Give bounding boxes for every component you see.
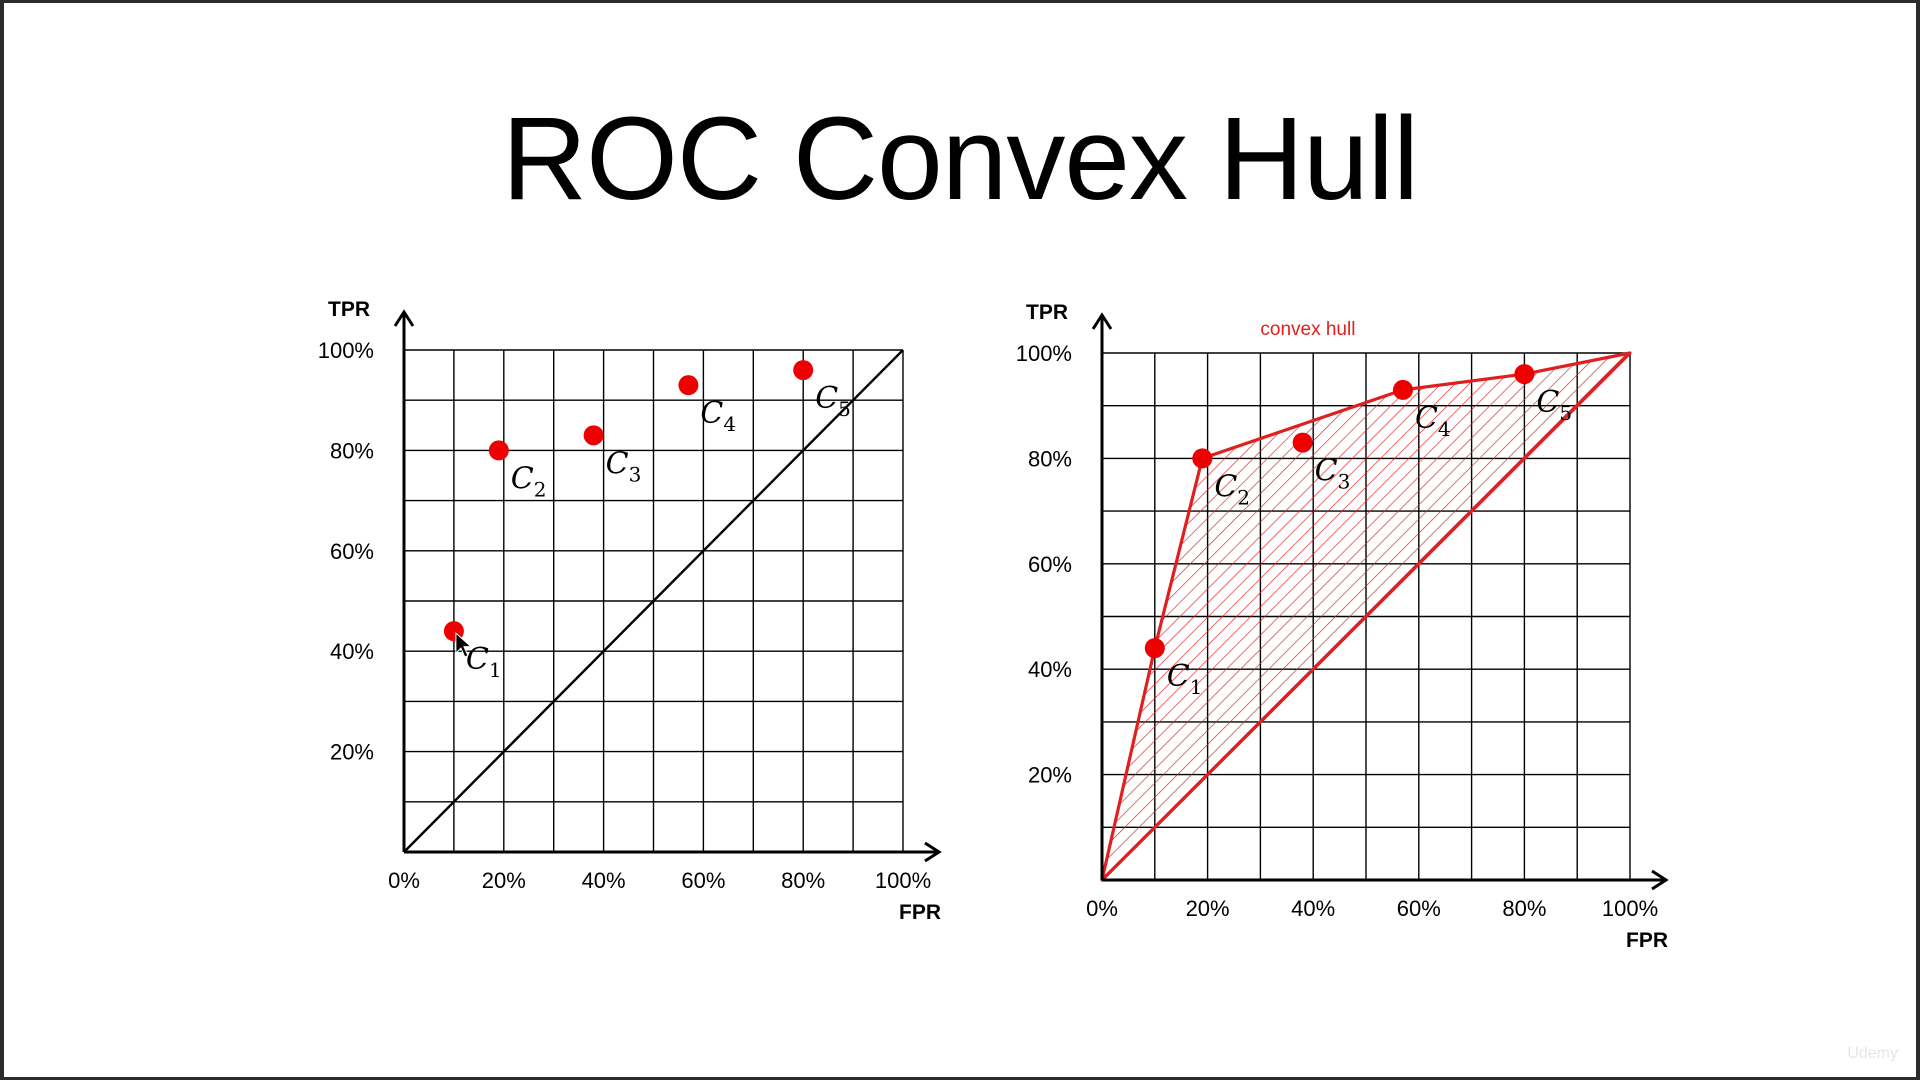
classifier-point: [793, 360, 814, 381]
classifier-point: [1292, 432, 1313, 453]
classifier-label-subscript: 2: [534, 477, 547, 501]
y-tick-label: 40%: [1028, 657, 1072, 682]
mouse-cursor-icon: [455, 631, 473, 658]
classifier-point: [1514, 364, 1535, 385]
y-tick-label: 60%: [1028, 552, 1072, 577]
slide-title: ROC Convex Hull: [501, 93, 1419, 225]
y-tick-label: 100%: [1016, 341, 1072, 366]
convex-hull-annotation: convex hull: [1260, 319, 1355, 340]
x-axis-title: FPR: [1626, 929, 1668, 952]
y-tick-label: 40%: [330, 639, 374, 664]
x-axis-arrow-icon: [924, 841, 942, 863]
y-axis-title: TPR: [328, 298, 370, 321]
x-tick-label: 100%: [1602, 896, 1658, 921]
x-tick-label: 0%: [1086, 896, 1118, 921]
classifier-label-subscript: 1: [489, 658, 502, 682]
classifier-label-subscript: 2: [1237, 485, 1250, 509]
classifier-point: [1192, 448, 1213, 469]
classifier-label-subscript: 5: [1559, 401, 1572, 425]
watermark-logo: Udemy: [1847, 1045, 1898, 1062]
x-tick-label: 80%: [1502, 896, 1546, 921]
y-axis-arrow-icon: [1091, 312, 1113, 330]
random-classifier-diagonal: [403, 349, 904, 853]
y-tick-label: 20%: [1028, 763, 1072, 788]
x-axis-title: FPR: [899, 901, 941, 924]
y-tick-label: 60%: [330, 539, 374, 564]
classifier-point: [583, 425, 604, 446]
classifier-point: [488, 440, 509, 461]
classifier-label-subscript: 5: [838, 397, 851, 421]
y-axis-arrow-icon: [393, 309, 415, 327]
y-tick-label: 100%: [318, 338, 374, 363]
y-tick-label: 20%: [330, 740, 374, 765]
classifier-label-subscript: 4: [723, 412, 736, 436]
x-tick-label: 100%: [875, 868, 931, 893]
classifier-point: [1392, 379, 1413, 400]
y-axis-title: TPR: [1026, 301, 1068, 324]
classifier-label-subscript: 1: [1190, 675, 1203, 699]
x-tick-label: 20%: [1186, 896, 1230, 921]
x-tick-label: 20%: [482, 868, 526, 893]
y-tick-label: 80%: [330, 438, 374, 463]
x-tick-label: 80%: [781, 868, 825, 893]
x-tick-label: 40%: [582, 868, 626, 893]
classifier-label-subscript: 3: [1338, 470, 1351, 494]
x-tick-label: 60%: [681, 868, 725, 893]
x-tick-label: 40%: [1291, 896, 1335, 921]
classifier-point: [678, 375, 699, 396]
classifier-point: [1144, 638, 1165, 659]
classifier-label-subscript: 4: [1438, 417, 1451, 441]
hull-diagonal-edge: [1100, 351, 1632, 882]
x-tick-label: 0%: [388, 868, 420, 893]
x-tick-label: 60%: [1397, 896, 1441, 921]
classifier-label-subscript: 3: [629, 462, 642, 486]
classifier-label: C3: [606, 446, 642, 486]
x-axis-arrow-icon: [1651, 869, 1669, 891]
slide: ROC Convex Hull Udemy: [4, 3, 1916, 1077]
y-tick-label: 80%: [1028, 446, 1072, 471]
